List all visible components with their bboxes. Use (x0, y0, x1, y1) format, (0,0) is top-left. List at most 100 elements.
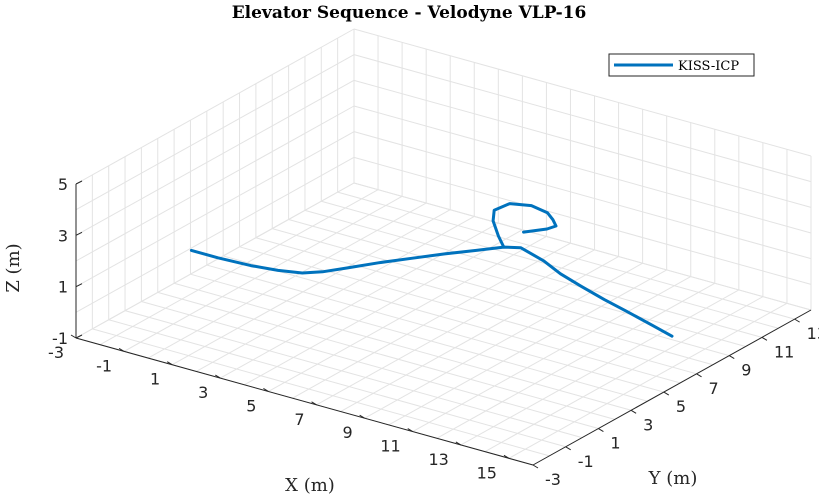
z-tick-label: -1 (52, 329, 68, 348)
y-tick-mark (728, 355, 735, 360)
x-tick-label: 5 (246, 396, 256, 415)
y-axis-line (532, 309, 812, 466)
grid-line (304, 209, 763, 338)
y-axis-label: Y (m) (648, 468, 698, 489)
y-tick-label: 13 (807, 324, 819, 343)
z-tick-label: 1 (58, 278, 68, 297)
grid-line (99, 189, 379, 346)
y-tick-mark (696, 373, 702, 378)
series-line-kiss-icp (189, 245, 674, 338)
x-tick-mark (503, 454, 510, 459)
series-line-kiss-icp-loop (491, 202, 558, 249)
x-axis-label: X (m) (285, 475, 335, 496)
grid-line (353, 182, 812, 311)
grid-line (364, 262, 643, 419)
y-tick-mark (663, 391, 670, 396)
legend: KISS-ICP (608, 53, 755, 77)
grid-line (75, 54, 355, 211)
z-axis-label: Z (m) (3, 243, 24, 292)
y-tick-label: -3 (545, 470, 561, 489)
grid-line (353, 131, 812, 260)
grid-line (75, 79, 355, 236)
grid-line (353, 105, 812, 234)
y-tick-label: 9 (741, 361, 751, 380)
grid-line (75, 28, 355, 185)
grid-line (108, 319, 566, 448)
series-layer (189, 202, 674, 338)
grid-line (75, 131, 355, 288)
y-tick-mark (532, 464, 539, 469)
x-tick-mark (118, 347, 125, 352)
grid-line (244, 229, 523, 386)
y-tick-mark (761, 336, 768, 341)
grid-line (272, 228, 730, 357)
grid-line (220, 222, 499, 379)
x-tick-label: 11 (380, 437, 400, 456)
grid-line (388, 269, 667, 426)
y-tick-label: -1 (578, 452, 594, 471)
grid-line (157, 291, 615, 420)
grid-line (75, 182, 355, 339)
z-tick-mark (75, 180, 83, 185)
z-tick-mark (75, 334, 83, 339)
z-tick-mark (75, 231, 83, 236)
x-tick-mark (70, 334, 77, 339)
grid-line (171, 209, 451, 366)
x-tick-label: -1 (96, 356, 112, 375)
x-tick-mark (166, 361, 173, 366)
grid-line (436, 282, 716, 439)
y-tick-label: 7 (709, 379, 719, 398)
grid-line (508, 302, 788, 459)
y-tick-label: 1 (610, 434, 620, 453)
x-tick-label: 1 (150, 370, 160, 389)
x-tick-label: 3 (198, 383, 208, 402)
x-tick-label: 15 (477, 463, 497, 482)
grid-line (316, 249, 595, 406)
grid-line (147, 202, 427, 359)
grid-line (141, 301, 599, 430)
grid-line (196, 215, 475, 372)
grid-line (173, 282, 632, 411)
grid-line (124, 310, 583, 439)
y-tick-mark (794, 318, 800, 323)
z-tick-mark (75, 283, 83, 288)
grid-line (484, 296, 764, 453)
z-tick-label: 3 (58, 226, 68, 245)
y-tick-label: 5 (676, 397, 686, 416)
grid-line (123, 195, 403, 352)
legend-box (608, 53, 755, 77)
x-tick-mark (455, 441, 462, 446)
x-tick-mark (359, 414, 365, 419)
grid-line (288, 218, 746, 347)
grid-line (75, 156, 355, 313)
y-tick-mark (598, 428, 604, 432)
grid-line (353, 79, 812, 208)
y-tick-mark (565, 446, 571, 451)
axes (70, 180, 812, 469)
y-tick-mark (630, 409, 637, 414)
grid-line (460, 289, 740, 446)
grid-line (353, 156, 812, 285)
x-tick-mark (311, 401, 317, 406)
grid (75, 28, 812, 466)
x-tick-label: -3 (48, 343, 64, 362)
grid-line (292, 242, 571, 399)
grid-line (92, 328, 550, 457)
grid-line (190, 273, 648, 402)
grid-line (412, 276, 691, 433)
x-tick-mark (215, 374, 221, 379)
y-tick-label: 3 (643, 415, 653, 434)
grid-line (353, 54, 812, 183)
chart-title: Elevator Sequence - Velodyne VLP-16 (232, 3, 587, 23)
x-axis-line (75, 337, 534, 466)
grid-line (75, 105, 355, 262)
grid-line (337, 191, 795, 320)
grid-line (340, 256, 619, 412)
y-tick-label: 11 (774, 342, 794, 361)
grid-line (255, 237, 714, 366)
z-tick-label: 5 (58, 175, 68, 194)
x-tick-label: 13 (428, 450, 448, 469)
grid-line (268, 236, 547, 392)
